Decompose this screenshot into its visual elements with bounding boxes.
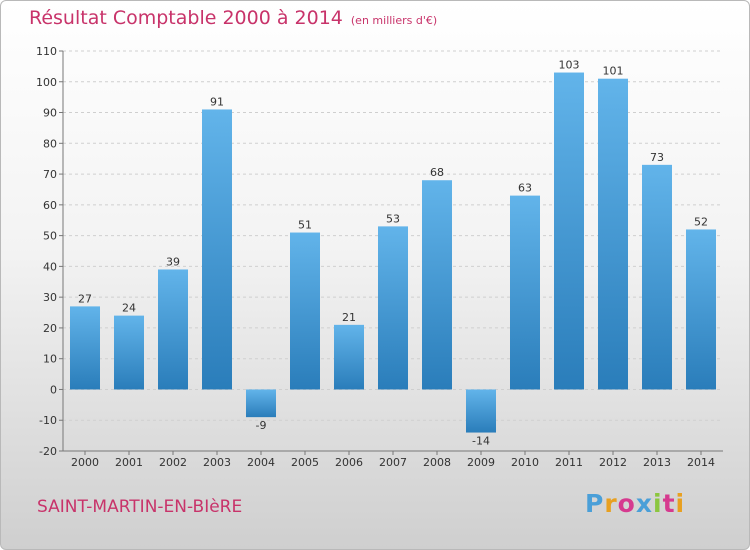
axes: -20 -10 0 10 20 30 40 50 60 70 80 90 100 110 2000 2001 2… — [36, 45, 723, 469]
data-label: 63 — [518, 182, 532, 195]
bar — [334, 324, 364, 390]
data-label: 73 — [650, 151, 664, 164]
bar — [246, 389, 276, 418]
data-label: 91 — [210, 95, 224, 108]
bar — [466, 389, 496, 433]
data-label: 51 — [298, 219, 312, 232]
logo-letter: o — [617, 489, 636, 518]
bars: 27 24 39 91 -9 51 21 53 68 -14 63 103 101 73 52 — [70, 59, 716, 448]
logo-letter: i — [653, 489, 663, 518]
y-tick-label: 110 — [36, 45, 57, 58]
city-name: SAINT-MARTIN-EN-BIèRE — [37, 497, 243, 517]
bar — [510, 195, 540, 390]
y-tick-label: 30 — [43, 291, 57, 304]
chart-title: Résultat Comptable 2000 à 2014 (en millie… — [29, 7, 437, 29]
y-tick-label: 10 — [43, 353, 57, 366]
x-tick-label: 2009 — [467, 456, 495, 469]
y-tick-label: 80 — [43, 137, 57, 150]
bar — [554, 72, 584, 390]
bar — [686, 229, 716, 390]
y-tick-label: 90 — [43, 107, 57, 120]
logo-letter: P — [585, 489, 605, 518]
bar — [378, 226, 408, 390]
logo-letter: t — [662, 489, 676, 518]
x-tick-label: 2002 — [159, 456, 187, 469]
x-tick-label: 2005 — [291, 456, 319, 469]
y-tick-label: 60 — [43, 199, 57, 212]
data-label: 27 — [78, 292, 92, 305]
data-label: -9 — [256, 419, 267, 432]
bar — [422, 180, 452, 390]
x-tick-label: 2012 — [599, 456, 627, 469]
bar — [642, 164, 672, 390]
bar — [70, 306, 100, 390]
logo-letter: i — [675, 489, 686, 518]
data-label: 53 — [386, 212, 400, 225]
y-tick-label: -20 — [39, 445, 57, 458]
x-tick-label: 2011 — [555, 456, 583, 469]
x-tick-label: 2006 — [335, 456, 363, 469]
y-tick-label: 20 — [43, 322, 57, 335]
y-tick-label: 100 — [36, 76, 57, 89]
bar — [114, 315, 144, 390]
bar — [290, 232, 320, 390]
proxiti-logo: Proxiti — [585, 489, 685, 518]
x-tick-label: 2004 — [247, 456, 275, 469]
x-tick-label: 2003 — [203, 456, 231, 469]
data-label: 103 — [559, 59, 580, 72]
y-tick-label: 50 — [43, 230, 57, 243]
data-label: -14 — [472, 435, 490, 448]
chart-subtitle: (en milliers d'€) — [350, 14, 438, 27]
x-tick-label: 2014 — [687, 456, 715, 469]
x-tick-label: 2000 — [71, 456, 99, 469]
data-label: 21 — [342, 311, 356, 324]
logo-letter: x — [635, 489, 653, 518]
x-tick-label: 2013 — [643, 456, 671, 469]
y-tick-label: -10 — [39, 414, 57, 427]
bar — [158, 269, 188, 390]
x-tick-label: 2001 — [115, 456, 143, 469]
bar — [598, 78, 628, 390]
bar — [202, 109, 232, 390]
y-tick-label: 40 — [43, 260, 57, 273]
x-tick-label: 2010 — [511, 456, 539, 469]
data-label: 39 — [166, 255, 180, 268]
logo-letter: r — [604, 489, 618, 518]
data-label: 101 — [603, 65, 624, 78]
y-tick-label: 0 — [50, 383, 57, 396]
chart-title-text: Résultat Comptable 2000 à 2014 — [29, 7, 343, 29]
x-tick-label: 2008 — [423, 456, 451, 469]
y-tick-label: 70 — [43, 168, 57, 181]
data-label: 68 — [430, 166, 444, 179]
data-label: 24 — [122, 302, 136, 315]
data-label: 52 — [694, 215, 708, 228]
x-tick-label: 2007 — [379, 456, 407, 469]
